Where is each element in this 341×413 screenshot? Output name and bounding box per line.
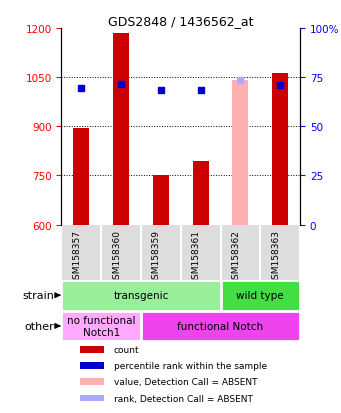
Bar <box>153 176 169 225</box>
Text: rank, Detection Call = ABSENT: rank, Detection Call = ABSENT <box>114 394 253 403</box>
Text: GSM158362: GSM158362 <box>232 230 240 284</box>
Bar <box>113 34 129 225</box>
Text: transgenic: transgenic <box>113 290 169 301</box>
Text: other: other <box>25 321 54 331</box>
Bar <box>80 346 104 353</box>
Bar <box>233 81 248 225</box>
Bar <box>61 311 141 342</box>
Text: functional Notch: functional Notch <box>177 321 264 331</box>
Bar <box>193 161 209 225</box>
Text: GSM158357: GSM158357 <box>72 230 81 284</box>
Bar <box>272 74 288 225</box>
Bar <box>73 128 89 225</box>
Bar <box>221 280 300 311</box>
Title: GDS2848 / 1436562_at: GDS2848 / 1436562_at <box>108 15 253 28</box>
Text: GSM158360: GSM158360 <box>112 230 121 284</box>
Bar <box>141 311 300 342</box>
Bar <box>80 379 104 385</box>
Text: GSM158363: GSM158363 <box>271 230 280 284</box>
Text: wild type: wild type <box>237 290 284 301</box>
Text: no functional
Notch1: no functional Notch1 <box>67 316 135 337</box>
Text: GSM158359: GSM158359 <box>152 230 161 284</box>
Text: GSM158361: GSM158361 <box>192 230 201 284</box>
Text: count: count <box>114 345 139 354</box>
Text: percentile rank within the sample: percentile rank within the sample <box>114 361 267 370</box>
Text: strain: strain <box>23 290 54 301</box>
Bar <box>61 280 221 311</box>
Text: value, Detection Call = ABSENT: value, Detection Call = ABSENT <box>114 377 257 387</box>
Bar <box>80 395 104 401</box>
Bar <box>80 362 104 369</box>
